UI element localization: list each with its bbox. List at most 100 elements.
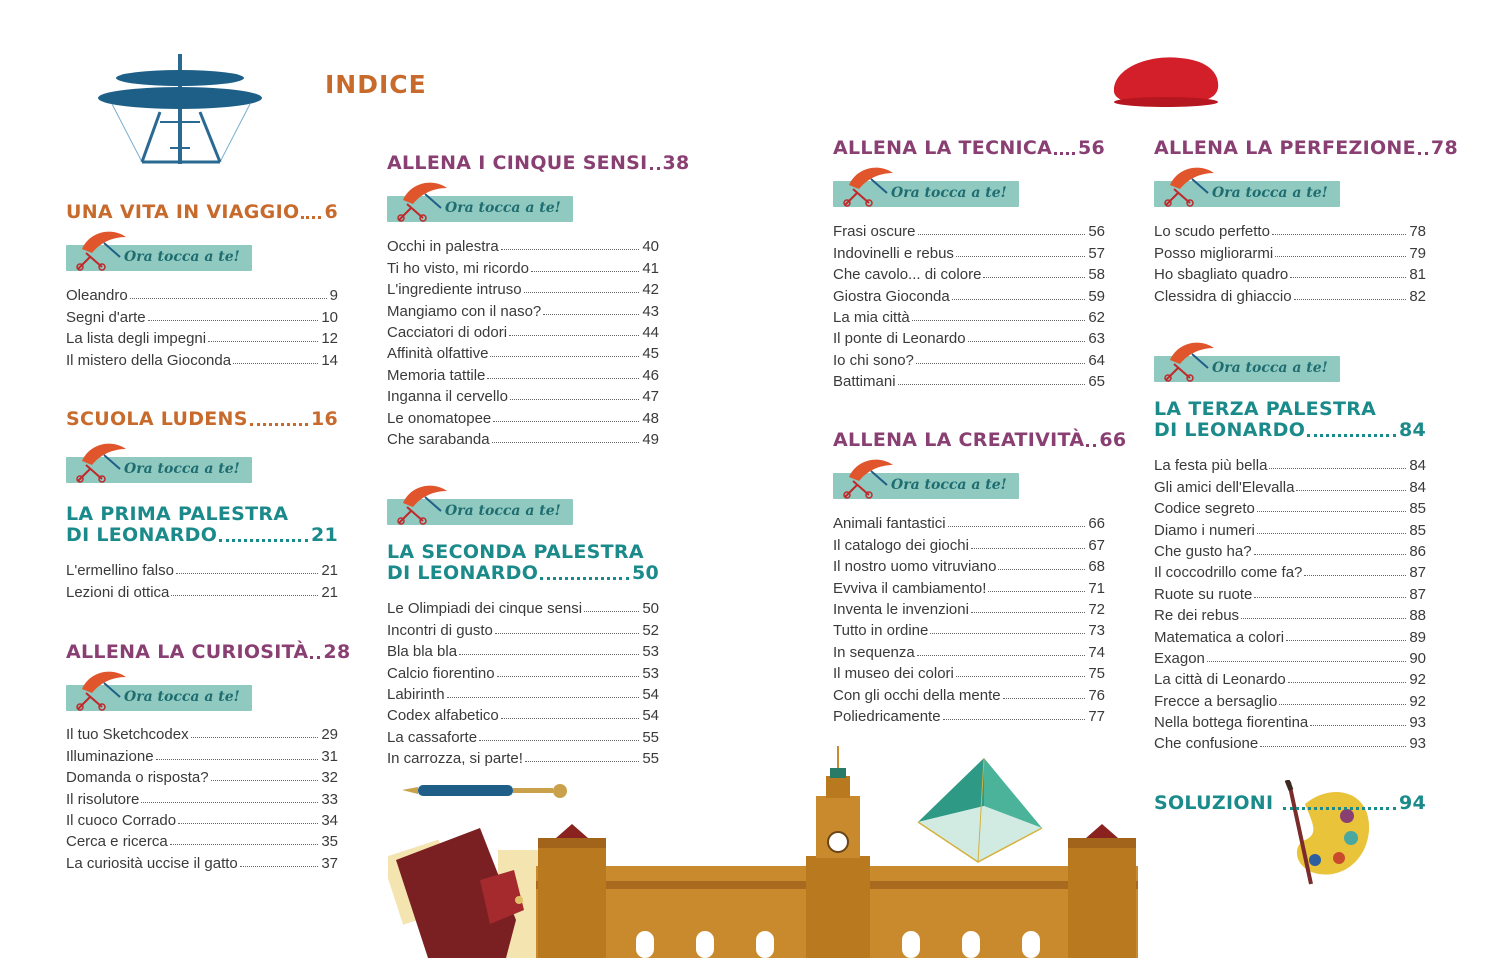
- toc-entry[interactable]: L'ingrediente intruso 42: [387, 277, 659, 298]
- toc-entry[interactable]: Cerca e ricerca 35: [66, 829, 338, 850]
- toc-entry[interactable]: Il tuo Sketchcodex 29: [66, 722, 338, 743]
- ornithopter-icon: [76, 443, 126, 483]
- ora-tocca-a-te-banner[interactable]: Ora tocca a te!: [833, 167, 1019, 207]
- toc-entry[interactable]: Matematica a colori 89: [1154, 624, 1426, 646]
- toc-entry[interactable]: Incontri di gusto 52: [387, 617, 659, 639]
- toc-entry[interactable]: Battimani 65: [833, 369, 1105, 390]
- toc-entry-page: 37: [321, 854, 338, 872]
- section-allena-i-cinque-sensi[interactable]: ALLENA I CINQUE SENSI 38: [387, 152, 690, 174]
- section-allena-la-creativita[interactable]: ALLENA LA CREATIVITÀ 66: [833, 429, 1127, 451]
- toc-entry[interactable]: Poliedricamente 77: [833, 704, 1105, 725]
- toc-entry[interactable]: Illuminazione 31: [66, 743, 338, 765]
- toc-entry[interactable]: La lista degli impegni 12: [66, 326, 338, 347]
- toc-entry[interactable]: Ho sbagliato quadro 81: [1154, 262, 1426, 283]
- toc-entry[interactable]: Il mistero della Gioconda 14: [66, 347, 338, 369]
- toc-entry[interactable]: Oleandro 9: [66, 283, 338, 304]
- toc-entry[interactable]: Il cuoco Corrado 34: [66, 808, 338, 829]
- dot-leader: [947, 526, 1086, 528]
- toc-entry-page: 56: [1088, 223, 1105, 241]
- toc-entry[interactable]: Calcio fiorentino 53: [387, 660, 659, 682]
- toc-entry[interactable]: Il catalogo dei giochi 67: [833, 532, 1105, 554]
- ora-tocca-a-te-banner[interactable]: Ora tocca a te!: [387, 182, 573, 222]
- toc-entry[interactable]: La festa più bella 84: [1154, 453, 1426, 474]
- section-seconda-palestra[interactable]: LA SECONDA PALESTRA DI LEONARDO 50: [387, 541, 659, 584]
- toc-entry[interactable]: Il museo dei colori 75: [833, 661, 1105, 682]
- ora-tocca-a-te-banner[interactable]: Ora tocca a te!: [66, 443, 252, 483]
- toc-entry[interactable]: Io chi sono? 64: [833, 347, 1105, 369]
- toc-entry[interactable]: Che sarabanda 49: [387, 427, 659, 448]
- toc-entry[interactable]: Frecce a bersaglio 92: [1154, 688, 1426, 710]
- toc-entry[interactable]: Il nostro uomo vitruviano 68: [833, 554, 1105, 575]
- section-una-vita-in-viaggio[interactable]: UNA VITA IN VIAGGIO 6: [66, 201, 338, 223]
- toc-entry-page: 43: [642, 302, 659, 320]
- toc-entry[interactable]: Frasi oscure 56: [833, 219, 1105, 240]
- toc-entry[interactable]: La curiosità uccise il gatto 37: [66, 850, 338, 872]
- toc-entry[interactable]: In sequenza 74: [833, 639, 1105, 661]
- ora-tocca-a-te-banner[interactable]: Ora tocca a te!: [66, 231, 252, 271]
- toc-entry-page: 14: [321, 351, 338, 369]
- toc-entry[interactable]: Con gli occhi della mente 76: [833, 682, 1105, 704]
- toc-entry[interactable]: Il risolutore 33: [66, 786, 338, 808]
- toc-entry-title: La mia città: [833, 308, 910, 326]
- toc-entry[interactable]: L'ermellino falso 21: [66, 558, 338, 579]
- toc-entry[interactable]: Occhi in palestra 40: [387, 234, 659, 255]
- ora-tocca-a-te-banner[interactable]: Ora tocca a te!: [1154, 342, 1340, 382]
- toc-entry-page: 65: [1088, 373, 1105, 391]
- toc-entry[interactable]: Le onomatopee 48: [387, 405, 659, 427]
- toc-entry[interactable]: Re dei rebus 88: [1154, 603, 1426, 624]
- toc-entry[interactable]: Cacciatori di odori 44: [387, 320, 659, 341]
- toc-entry[interactable]: Codice segreto 85: [1154, 496, 1426, 517]
- ora-tocca-a-te-banner[interactable]: Ora tocca a te!: [1154, 167, 1340, 207]
- toc-entry[interactable]: Che cavolo... di colore 58: [833, 262, 1105, 283]
- toc-entry[interactable]: Il coccodrillo come fa? 87: [1154, 560, 1426, 581]
- toc-entry[interactable]: Segni d'arte 10: [66, 304, 338, 326]
- toc-entry[interactable]: Gli amici dell'Elevalla 84: [1154, 474, 1426, 496]
- section-allena-la-perfezione[interactable]: ALLENA LA PERFEZIONE 78: [1154, 137, 1458, 159]
- toc-entry[interactable]: Lo scudo perfetto 78: [1154, 219, 1426, 240]
- ora-tocca-a-te-banner[interactable]: Ora tocca a te!: [833, 459, 1019, 499]
- toc-entry[interactable]: Che confusione 93: [1154, 731, 1426, 752]
- section-prima-palestra[interactable]: LA PRIMA PALESTRA DI LEONARDO 21: [66, 503, 338, 546]
- toc-entry[interactable]: La mia città 62: [833, 305, 1105, 326]
- toc-entry-title: Gli amici dell'Elevalla: [1154, 478, 1295, 496]
- toc-entry[interactable]: Diamo i numeri 85: [1154, 517, 1426, 539]
- section-soluzioni[interactable]: SOLUZIONI 94: [1154, 792, 1426, 814]
- dot-leader: [983, 277, 1086, 279]
- toc-entry[interactable]: Bla bla bla 53: [387, 639, 659, 660]
- section-allena-la-curiosita[interactable]: ALLENA LA CURIOSITÀ 28: [66, 641, 351, 663]
- dot-leader: [1260, 746, 1407, 748]
- toc-entry[interactable]: Clessidra di ghiaccio 82: [1154, 283, 1426, 305]
- dot-leader: [496, 675, 640, 677]
- toc-entry[interactable]: Exagon 90: [1154, 646, 1426, 667]
- toc-entry[interactable]: Tutto in ordine 73: [833, 618, 1105, 639]
- toc-entry[interactable]: Ti ho visto, mi ricordo 41: [387, 255, 659, 277]
- toc-entry[interactable]: Il ponte di Leonardo 63: [833, 326, 1105, 347]
- toc-entry[interactable]: Domanda o risposta? 32: [66, 765, 338, 786]
- toc-entry[interactable]: La cassaforte 55: [387, 724, 659, 746]
- toc-entry[interactable]: Affinità olfattive 45: [387, 341, 659, 362]
- toc-entry[interactable]: Giostra Gioconda 59: [833, 283, 1105, 305]
- toc-entry[interactable]: Indovinelli e rebus 57: [833, 240, 1105, 262]
- section-terza-palestra[interactable]: LA TERZA PALESTRA DI LEONARDO 84: [1154, 398, 1426, 441]
- section-scuola-ludens[interactable]: SCUOLA LUDENS 16: [66, 408, 338, 430]
- toc-entry[interactable]: Mangiamo con il naso? 43: [387, 298, 659, 320]
- ora-tocca-a-te-banner[interactable]: Ora tocca a te!: [387, 485, 573, 525]
- toc-entry[interactable]: Inventa le invenzioni 72: [833, 597, 1105, 618]
- toc-entry[interactable]: Labirinth 54: [387, 682, 659, 703]
- toc-entry[interactable]: Nella bottega fiorentina 93: [1154, 710, 1426, 731]
- toc-entry[interactable]: Lezioni di ottica 21: [66, 579, 338, 601]
- toc-entry[interactable]: Inganna il cervello 47: [387, 384, 659, 405]
- toc-entry[interactable]: Posso migliorarmi 79: [1154, 240, 1426, 262]
- toc-entry[interactable]: Le Olimpiadi dei cinque sensi 50: [387, 596, 659, 617]
- toc-entry[interactable]: In carrozza, si parte! 55: [387, 746, 659, 767]
- toc-entry[interactable]: Memoria tattile 46: [387, 362, 659, 384]
- toc-entry[interactable]: Ruote su ruote 87: [1154, 581, 1426, 603]
- toc-entry[interactable]: Evviva il cambiamento! 71: [833, 575, 1105, 597]
- section-allena-la-tecnica[interactable]: ALLENA LA TECNICA 56: [833, 137, 1105, 159]
- toc-entry-page: 57: [1088, 244, 1105, 262]
- toc-entry[interactable]: La città di Leonardo 92: [1154, 667, 1426, 688]
- toc-entry[interactable]: Codex alfabetico 54: [387, 703, 659, 724]
- toc-entry[interactable]: Animali fantastici 66: [833, 511, 1105, 532]
- toc-entry[interactable]: Che gusto ha? 86: [1154, 539, 1426, 560]
- ora-tocca-a-te-banner[interactable]: Ora tocca a te!: [66, 671, 252, 711]
